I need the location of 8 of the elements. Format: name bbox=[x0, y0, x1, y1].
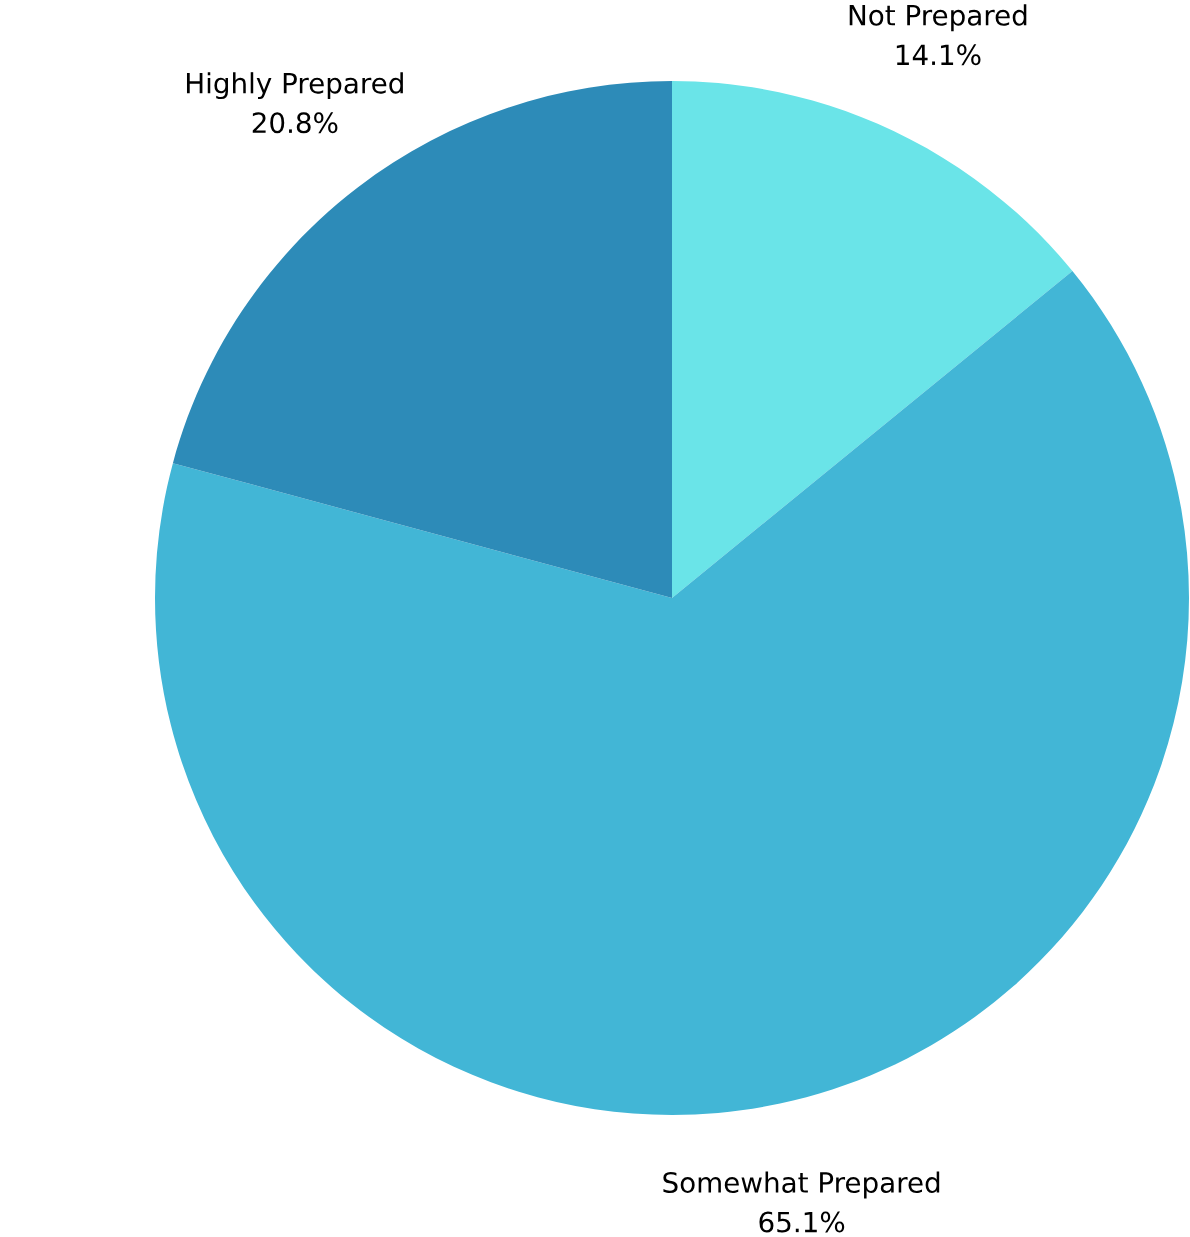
pie-slice bbox=[672, 81, 1073, 598]
slice-label: Somewhat Prepared bbox=[663, 1171, 940, 1199]
data-label: 65.1% bbox=[759, 1211, 845, 1233]
slice-label: Not Prepared bbox=[849, 4, 1027, 32]
data-label: 14.1% bbox=[896, 44, 981, 66]
data-label: 20.8% bbox=[252, 112, 338, 134]
slice-label: Highly Prepared bbox=[186, 72, 403, 100]
pie-slice bbox=[155, 270, 1189, 1115]
